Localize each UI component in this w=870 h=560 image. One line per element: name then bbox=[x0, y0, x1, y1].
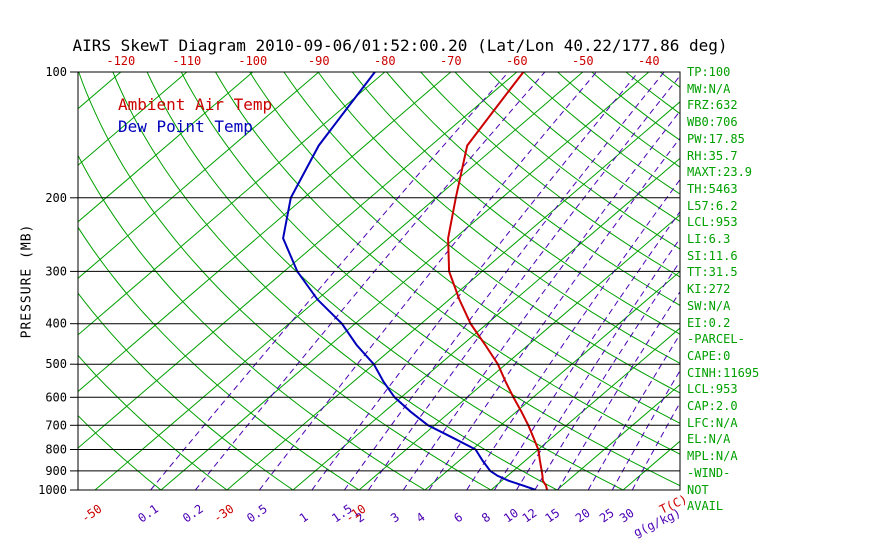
stat-line: NOT bbox=[687, 482, 709, 497]
stats-panel: TP:100 MW:N/A FRZ:632 WB0:706 PW:17.85 RH:35.… bbox=[687, 64, 869, 515]
stat-line: TT:31.5 bbox=[687, 265, 738, 280]
stat-line: KI:272 bbox=[687, 282, 731, 297]
top-temp-tick-label: -40 bbox=[638, 54, 660, 68]
stat-line: WB0:706 bbox=[687, 115, 738, 130]
top-temp-tick-label: -50 bbox=[572, 54, 594, 68]
bottom-temp-tick-label: -30 bbox=[211, 502, 237, 526]
stat-line: EL:N/A bbox=[687, 432, 731, 447]
bottom-temp-tick-label: -50 bbox=[79, 502, 105, 526]
stat-line: SI:11.6 bbox=[687, 248, 738, 263]
mixing-ratio-tick-label: 0.2 bbox=[180, 502, 206, 526]
pressure-tick-label: 500 bbox=[45, 357, 67, 371]
stat-line: FRZ:632 bbox=[687, 98, 738, 113]
top-temp-tick-label: -60 bbox=[506, 54, 528, 68]
mixing-ratio-tick-label: 0.1 bbox=[135, 502, 161, 526]
mixing-ratio-tick-label: 3 bbox=[388, 510, 402, 526]
stat-line: LFC:N/A bbox=[687, 415, 738, 430]
pressure-tick-label: 1000 bbox=[38, 483, 67, 497]
dry-adiabat-lines bbox=[78, 72, 680, 490]
pressure-tick-label: 800 bbox=[45, 443, 67, 457]
stat-line: TP:100 bbox=[687, 65, 731, 79]
ambient-temp-curve bbox=[447, 72, 549, 490]
stat-line: MW:N/A bbox=[687, 81, 731, 96]
mixing-ratio-tick-label: 20 bbox=[573, 506, 593, 526]
stat-line: EI:0.2 bbox=[687, 315, 731, 330]
stat-line: TH:5463 bbox=[687, 181, 738, 196]
mixing-ratio-tick-label: 8 bbox=[479, 510, 493, 526]
stat-line: MAXT:23.9 bbox=[687, 165, 753, 180]
pressure-axis-label: PRESSURE (MB) bbox=[19, 223, 35, 339]
mixing-ratio-tick-label: 25 bbox=[597, 506, 617, 526]
mixing-ratio-tick-label: 10 bbox=[501, 506, 521, 526]
top-temp-axis: -120 -110 -100 -90 -80 -70 -60 -50 -40 bbox=[106, 54, 659, 68]
mixing-ratio-tick-label: 1 bbox=[297, 510, 311, 526]
top-temp-tick-label: -120 bbox=[106, 54, 135, 68]
pressure-tick-label: 400 bbox=[45, 317, 67, 331]
top-temp-tick-label: -80 bbox=[374, 54, 396, 68]
mixing-ratio-tick-label: 4 bbox=[414, 510, 428, 526]
mixing-ratio-tick-label: 6 bbox=[451, 510, 465, 526]
pressure-tick-label: 900 bbox=[45, 464, 67, 478]
stat-line: LCL:953 bbox=[687, 382, 738, 397]
mixing-ratio-tick-label: 0.5 bbox=[244, 502, 270, 526]
legend-dew-point-temp: Dew Point Temp bbox=[118, 117, 253, 136]
mixing-ratio-tick-label: 15 bbox=[543, 506, 563, 526]
stat-line: RH:35.7 bbox=[687, 148, 738, 163]
stat-line: CAP:2.0 bbox=[687, 399, 738, 414]
page-title: AIRS SkewT Diagram 2010-09-06/01:52:00.2… bbox=[72, 36, 728, 55]
stat-line: MPL:N/A bbox=[687, 449, 738, 464]
stat-line: AVAIL bbox=[687, 499, 724, 514]
stat-line: PW:17.85 bbox=[687, 131, 745, 146]
pressure-tick-label: 100 bbox=[45, 65, 67, 79]
mixing-ratio-tick-label: 30 bbox=[617, 506, 637, 526]
top-temp-tick-label: -70 bbox=[440, 54, 462, 68]
stat-line: -PARCEL- bbox=[687, 332, 745, 347]
dew-point-curve bbox=[282, 72, 537, 490]
top-temp-tick-label: -100 bbox=[238, 54, 267, 68]
bottom-temp-axis: -50 -30 -10 T(C) bbox=[79, 492, 690, 526]
stat-line: LI:6.3 bbox=[687, 232, 731, 247]
top-temp-tick-label: -110 bbox=[172, 54, 201, 68]
stat-line: SW:N/A bbox=[687, 298, 731, 313]
legend-ambient-air-temp: Ambient Air Temp bbox=[118, 95, 273, 114]
stat-line: LCL:953 bbox=[687, 215, 738, 230]
stat-line: -WIND- bbox=[687, 465, 731, 480]
pressure-tick-label: 200 bbox=[45, 191, 67, 205]
mixing-ratio-lines bbox=[150, 72, 680, 490]
pressure-tick-label: 700 bbox=[45, 418, 67, 432]
plot-border bbox=[77, 71, 681, 491]
pressure-tick-label: 300 bbox=[45, 264, 67, 278]
top-temp-tick-label: -90 bbox=[308, 54, 330, 68]
stat-line: CAPE:0 bbox=[687, 348, 731, 363]
stat-line: L57:6.2 bbox=[687, 198, 738, 213]
mixing-unit-label: g(g/kg) bbox=[631, 506, 683, 540]
plot-area bbox=[78, 72, 680, 490]
stat-line: CINH:11695 bbox=[687, 365, 760, 380]
pressure-tick-label: 600 bbox=[45, 390, 67, 404]
mixing-ratio-tick-label: 12 bbox=[520, 506, 540, 526]
